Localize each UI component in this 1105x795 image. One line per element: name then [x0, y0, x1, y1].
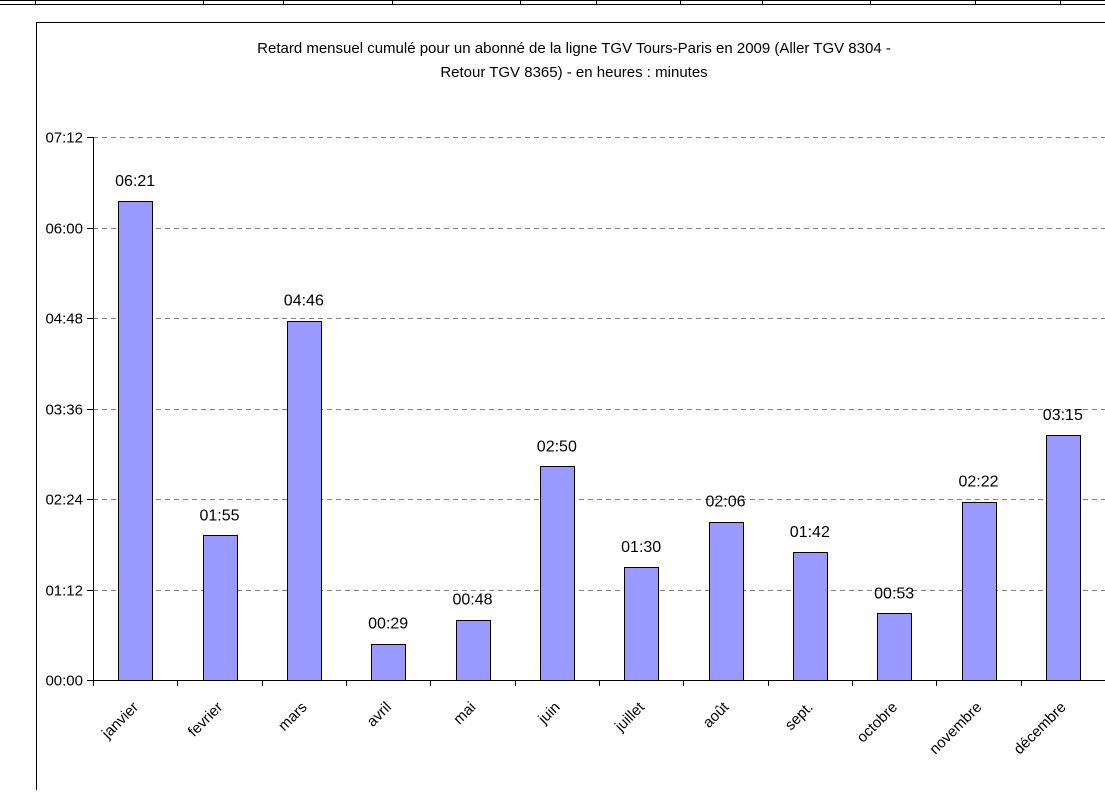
y-tick-label: 02:24	[45, 492, 83, 509]
data-label: 02:06	[705, 494, 745, 511]
data-label: 03:15	[1043, 407, 1083, 424]
data-label: 01:42	[790, 524, 830, 541]
y-tick-label: 04:48	[45, 311, 83, 328]
y-tick-label: 07:12	[45, 130, 83, 147]
category-label: sept.	[782, 699, 817, 734]
data-label: 00:29	[368, 616, 408, 633]
data-labels: 06:21 01:55 04:46 00:29 00:48 02:50 01:30 02:06…	[115, 173, 1083, 632]
bar	[457, 621, 491, 681]
data-label: 00:53	[874, 585, 914, 602]
data-label: 06:21	[115, 173, 155, 190]
data-label: 02:22	[958, 474, 998, 491]
y-tick-label: 03:36	[45, 402, 83, 419]
y-tick-label: 06:00	[45, 221, 83, 238]
category-label: mars	[275, 699, 311, 735]
category-label: mai	[450, 699, 479, 728]
bar	[625, 568, 659, 681]
data-label: 00:48	[452, 592, 492, 609]
category-label: août	[700, 698, 733, 731]
category-labels: janvier fevrier mars avril mai juin juillet aoû…	[98, 698, 1070, 758]
axes	[87, 137, 1105, 686]
y-tick-label: 00:00	[45, 673, 83, 690]
bar	[1047, 436, 1081, 681]
bar	[794, 553, 828, 681]
category-label: fevrier	[185, 699, 226, 740]
bar	[288, 322, 322, 681]
data-label: 04:46	[284, 293, 324, 310]
chart-title-line1: Retard mensuel cumulé pour un abonné de …	[257, 40, 891, 57]
bar	[710, 523, 744, 681]
category-label: janvier	[98, 699, 142, 743]
data-label: 01:55	[199, 507, 239, 524]
chart-title-line2: Retour TGV 8365) - en heures : minutes	[440, 64, 707, 81]
grid-lines	[93, 138, 1105, 591]
bar	[541, 467, 575, 681]
bar	[119, 202, 153, 681]
category-label: novembre	[926, 699, 985, 758]
category-label: juin	[534, 699, 563, 728]
bar	[878, 614, 912, 681]
data-label: 02:50	[537, 438, 577, 455]
y-tick-label: 01:12	[45, 583, 83, 600]
category-label: avril	[364, 699, 395, 730]
bar	[204, 536, 238, 681]
bar	[372, 645, 406, 681]
bar	[963, 503, 997, 681]
category-label: décembre	[1010, 699, 1069, 758]
y-tick-labels: 00:00 01:12 02:24 03:36 04:48 06:00 07:12	[45, 130, 83, 690]
category-label: octobre	[854, 699, 901, 746]
data-label: 01:30	[621, 539, 661, 556]
category-label: juillet	[611, 698, 648, 735]
bars	[119, 202, 1081, 681]
